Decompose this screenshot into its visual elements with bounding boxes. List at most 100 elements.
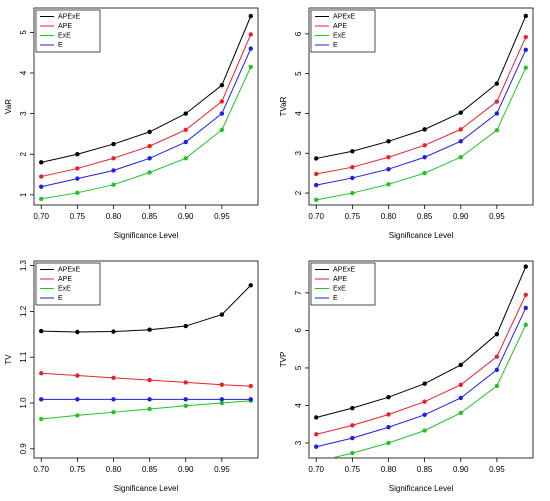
data-point	[494, 99, 500, 104]
data-point	[458, 127, 463, 132]
x-tick-label: 0.95	[489, 465, 505, 474]
y-tick-label: 2	[19, 151, 28, 156]
series-line	[316, 307, 527, 448]
y-tick-label: 1.2	[19, 305, 28, 317]
legend-label: APE	[58, 23, 72, 30]
data-point	[494, 354, 500, 359]
x-tick-label: 0.90	[453, 465, 469, 474]
data-point	[350, 423, 355, 428]
data-point	[183, 127, 188, 133]
data-point	[111, 168, 116, 173]
y-tick-label: 6	[294, 31, 303, 36]
data-point	[219, 99, 225, 104]
data-point	[248, 283, 253, 288]
y-tick-label: 1	[19, 192, 28, 197]
y-tick-label: 7	[294, 290, 303, 295]
series-line	[316, 36, 527, 175]
legend-label: ExE	[333, 285, 346, 292]
data-point	[386, 412, 391, 417]
data-point	[75, 152, 80, 157]
data-point	[39, 184, 44, 189]
data-point	[219, 312, 225, 317]
data-point	[350, 164, 355, 170]
data-point	[494, 331, 500, 337]
data-point	[248, 13, 253, 19]
data-point	[314, 197, 319, 203]
data-point	[314, 171, 319, 177]
x-tick-label: 0.80	[381, 212, 397, 221]
data-point	[147, 377, 152, 383]
data-point	[111, 409, 116, 415]
data-point	[147, 406, 152, 412]
x-tick-label: 0.90	[453, 212, 469, 221]
data-point	[39, 174, 44, 179]
data-point	[183, 323, 188, 329]
legend-label: E	[58, 42, 63, 49]
data-point	[39, 416, 44, 422]
y-tick-label: 4	[294, 111, 303, 116]
data-point	[75, 413, 80, 418]
x-tick-label: 0.70	[33, 212, 49, 221]
data-point	[147, 327, 152, 332]
data-point	[458, 410, 463, 416]
x-tick-label: 0.90	[178, 212, 194, 221]
data-point	[386, 425, 391, 430]
panel: 0.70 0.75 0.80 0.85 0.90 0.95 3 4 5 6 7 Significanc…	[279, 260, 534, 493]
x-axis-label: Significance Level	[389, 484, 454, 493]
y-tick-label: 4	[19, 70, 28, 75]
data-point	[386, 166, 391, 172]
data-point	[386, 395, 391, 400]
x-axis-label: Significance Level	[114, 484, 179, 493]
data-point	[350, 190, 355, 196]
data-point	[111, 329, 116, 334]
legend-label: ExE	[333, 32, 346, 39]
y-tick-label: 1.3	[19, 259, 28, 271]
y-tick-label: 2	[294, 190, 303, 195]
legend-label: E	[333, 295, 338, 302]
data-point	[183, 139, 188, 145]
data-point	[39, 328, 44, 334]
data-point	[422, 127, 427, 132]
data-point	[147, 170, 152, 175]
data-point	[248, 383, 253, 389]
data-point	[314, 182, 319, 188]
data-point	[248, 46, 253, 51]
legend-label: APExE	[58, 266, 81, 273]
plot-frame	[33, 260, 259, 459]
legend-label: APE	[58, 276, 72, 283]
x-axis-label: Significance Level	[389, 231, 454, 240]
plot-area	[314, 264, 528, 458]
data-point	[422, 428, 427, 433]
data-point	[350, 149, 355, 154]
data-point	[314, 432, 319, 437]
y-tick-label: 5	[294, 71, 303, 76]
x-tick-label: 0.80	[106, 465, 122, 474]
data-point	[523, 13, 528, 19]
y-axis-label: TVaR	[279, 96, 288, 116]
data-point	[458, 362, 463, 368]
data-point	[147, 156, 152, 161]
data-point	[422, 143, 427, 148]
data-point	[248, 397, 253, 402]
data-point	[183, 403, 188, 408]
data-point	[219, 127, 225, 133]
data-point	[350, 450, 355, 456]
x-axis-label: Significance Level	[114, 231, 179, 240]
x-tick-label: 0.95	[214, 465, 230, 474]
series-line	[329, 324, 527, 458]
legend-label: APExE	[333, 13, 356, 20]
data-point	[147, 129, 152, 135]
data-point	[523, 322, 528, 327]
panel: 0.70 0.75 0.80 0.85 0.90 0.95 2 3 4 5 6 Significanc…	[279, 7, 534, 240]
data-point	[494, 367, 500, 373]
data-point	[219, 82, 225, 88]
y-tick-label: 1.1	[19, 351, 28, 363]
data-point	[75, 329, 80, 335]
y-axis-label: TVP	[279, 352, 288, 368]
legend-label: ExE	[58, 285, 71, 292]
legend-label: APE	[333, 23, 347, 30]
data-point	[422, 155, 427, 160]
x-tick-label: 0.75	[70, 465, 86, 474]
x-tick-label: 0.80	[106, 212, 122, 221]
